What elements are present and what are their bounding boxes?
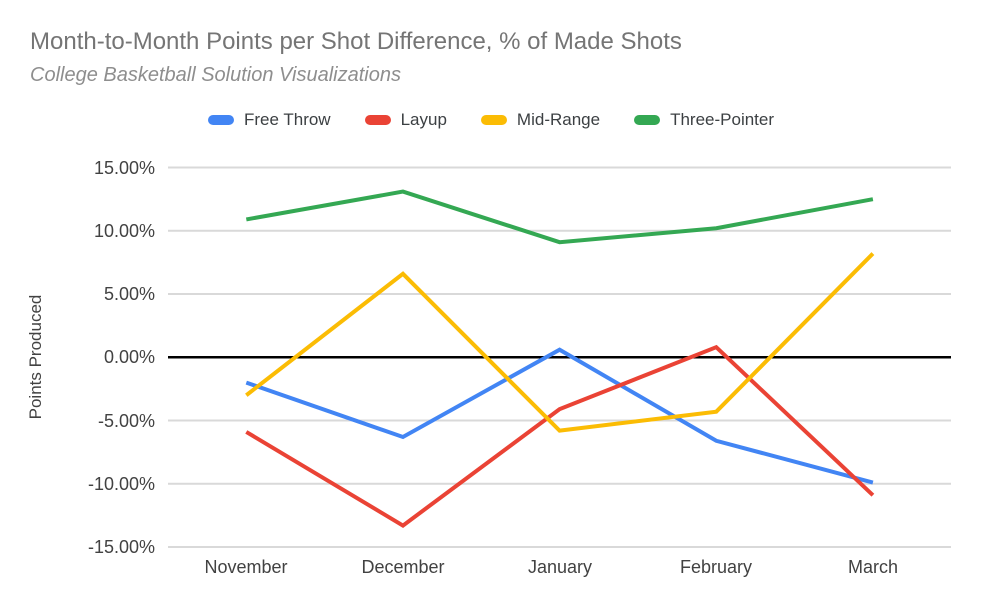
legend: Free Throw Layup Mid-Range Three-Pointer bbox=[0, 110, 982, 130]
legend-item-free-throw[interactable]: Free Throw bbox=[207, 110, 331, 130]
series-line-layup bbox=[245, 344, 875, 528]
y-tick-label: -15.00% bbox=[87, 537, 155, 557]
legend-label: Layup bbox=[400, 110, 447, 129]
free-throw-swatch-icon bbox=[207, 115, 234, 125]
three-pointer-swatch-icon bbox=[634, 115, 661, 125]
y-tick-label: 15.00% bbox=[93, 158, 155, 178]
series-line-mid-range bbox=[245, 252, 875, 433]
legend-item-three-pointer[interactable]: Three-Pointer bbox=[634, 110, 774, 130]
x-category-label: January bbox=[527, 557, 593, 577]
layup-swatch-icon bbox=[364, 115, 391, 125]
legend-label: Mid-Range bbox=[516, 110, 601, 129]
series-line-free-throw bbox=[245, 347, 874, 485]
legend-label: Three-Pointer bbox=[670, 110, 775, 129]
x-category-label: November bbox=[204, 557, 288, 577]
legend-item-layup[interactable]: Layup bbox=[364, 110, 447, 130]
y-tick-label: 10.00% bbox=[93, 221, 155, 241]
mid-range-swatch-icon bbox=[480, 115, 507, 125]
legend-label: Free Throw bbox=[243, 110, 331, 129]
y-tick-label: 5.00% bbox=[103, 284, 155, 304]
legend-item-mid-range[interactable]: Mid-Range bbox=[480, 110, 601, 130]
y-tick-label: -5.00% bbox=[97, 411, 155, 431]
x-category-label: December bbox=[361, 557, 445, 577]
series-line-three-pointer bbox=[245, 189, 874, 245]
x-category-label: February bbox=[679, 557, 753, 577]
y-tick-label: 0.00% bbox=[103, 347, 155, 367]
y-tick-label: -10.00% bbox=[87, 474, 155, 494]
chart-subtitle: College Basketball Solution Visualizatio… bbox=[30, 64, 401, 86]
chart-title: Month-to-Month Points per Shot Differenc… bbox=[30, 28, 682, 55]
x-category-label: March bbox=[847, 557, 898, 577]
